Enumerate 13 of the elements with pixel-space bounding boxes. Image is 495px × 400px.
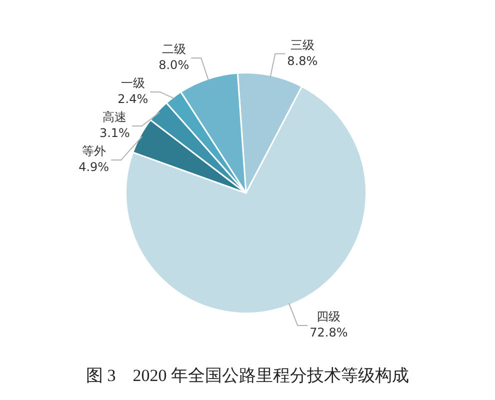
data-label: 2.4%	[118, 92, 148, 106]
slice-label: 二级	[162, 42, 186, 56]
slice-label: 一级	[120, 76, 145, 90]
data-label: 4.9%	[78, 160, 110, 174]
slice-label: 四级	[316, 310, 341, 324]
slice-label: 等外	[82, 144, 106, 158]
data-label: 3.1%	[99, 126, 130, 140]
slice-label: 三级	[290, 38, 314, 52]
text: 图 3 2020 年全国公路里程分技术等级构成	[85, 365, 410, 387]
data-label: 8.0%	[158, 58, 190, 72]
slice-label: 高速	[102, 110, 127, 124]
data-label: 72.8%	[310, 326, 348, 340]
data-label: 8.8%	[287, 54, 318, 68]
